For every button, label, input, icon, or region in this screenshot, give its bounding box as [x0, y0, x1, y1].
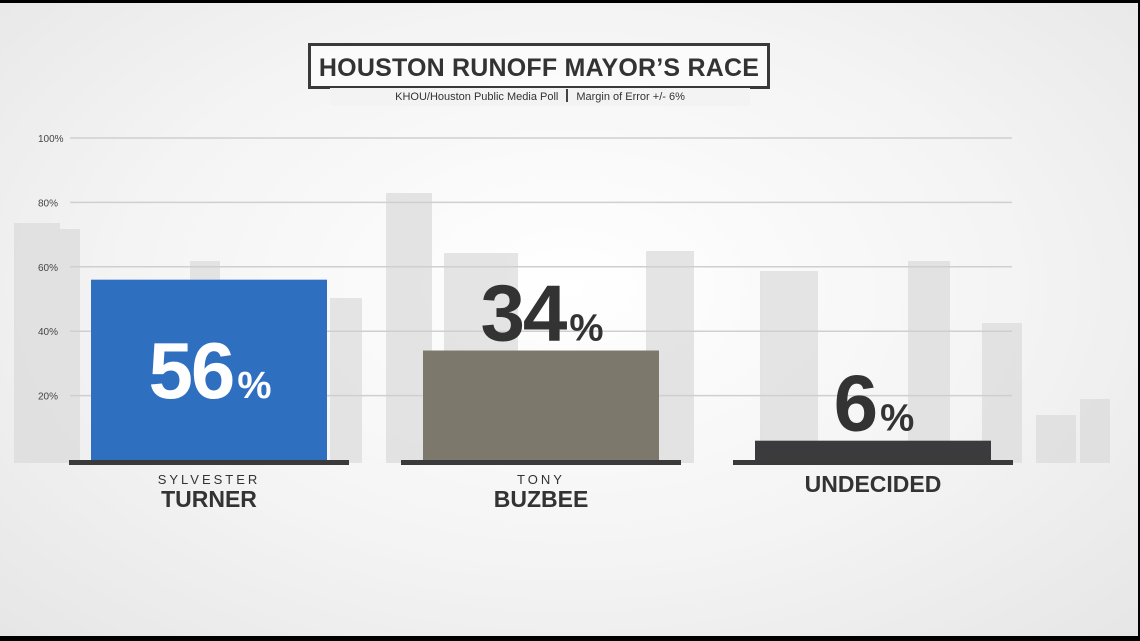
category-label: UNDECIDED	[805, 471, 942, 497]
poll-source: KHOU/Houston Public Media Poll	[395, 91, 559, 103]
y-tick-label: 20%	[38, 392, 58, 403]
y-tick-label: 100%	[38, 134, 64, 145]
bar-1	[91, 279, 327, 460]
y-tick-label: 80%	[38, 198, 58, 209]
bar-baseline	[733, 460, 1013, 465]
y-tick-label: 40%	[38, 327, 58, 338]
value-label-3: 6%	[834, 359, 915, 448]
bar-2	[423, 350, 659, 460]
value-label-2: 34%	[480, 269, 603, 358]
margin-of-error: Margin of Error +/- 6%	[576, 91, 685, 103]
chart-title: HOUSTON RUNOFF MAYOR’S RACE	[318, 54, 760, 82]
chart-subtitle: KHOU/Houston Public Media Poll Margin of …	[330, 88, 750, 106]
poll-graphic: HOUSTON RUNOFF MAYOR’S RACE KHOU/Houston…	[0, 3, 1138, 636]
subtitle-divider	[566, 89, 569, 102]
category-last-name: BUZBEE	[494, 486, 589, 512]
category-first-name: TONY	[517, 472, 565, 487]
bar-3	[755, 440, 991, 460]
value-label-1: 56%	[148, 326, 271, 415]
category-first-name: SYLVESTER	[158, 472, 261, 487]
title-box: HOUSTON RUNOFF MAYOR’S RACE	[308, 43, 770, 89]
y-tick-label: 60%	[38, 263, 58, 274]
bar-baseline	[401, 460, 681, 465]
category-last-name: TURNER	[161, 486, 257, 512]
bar-baseline	[69, 460, 349, 465]
